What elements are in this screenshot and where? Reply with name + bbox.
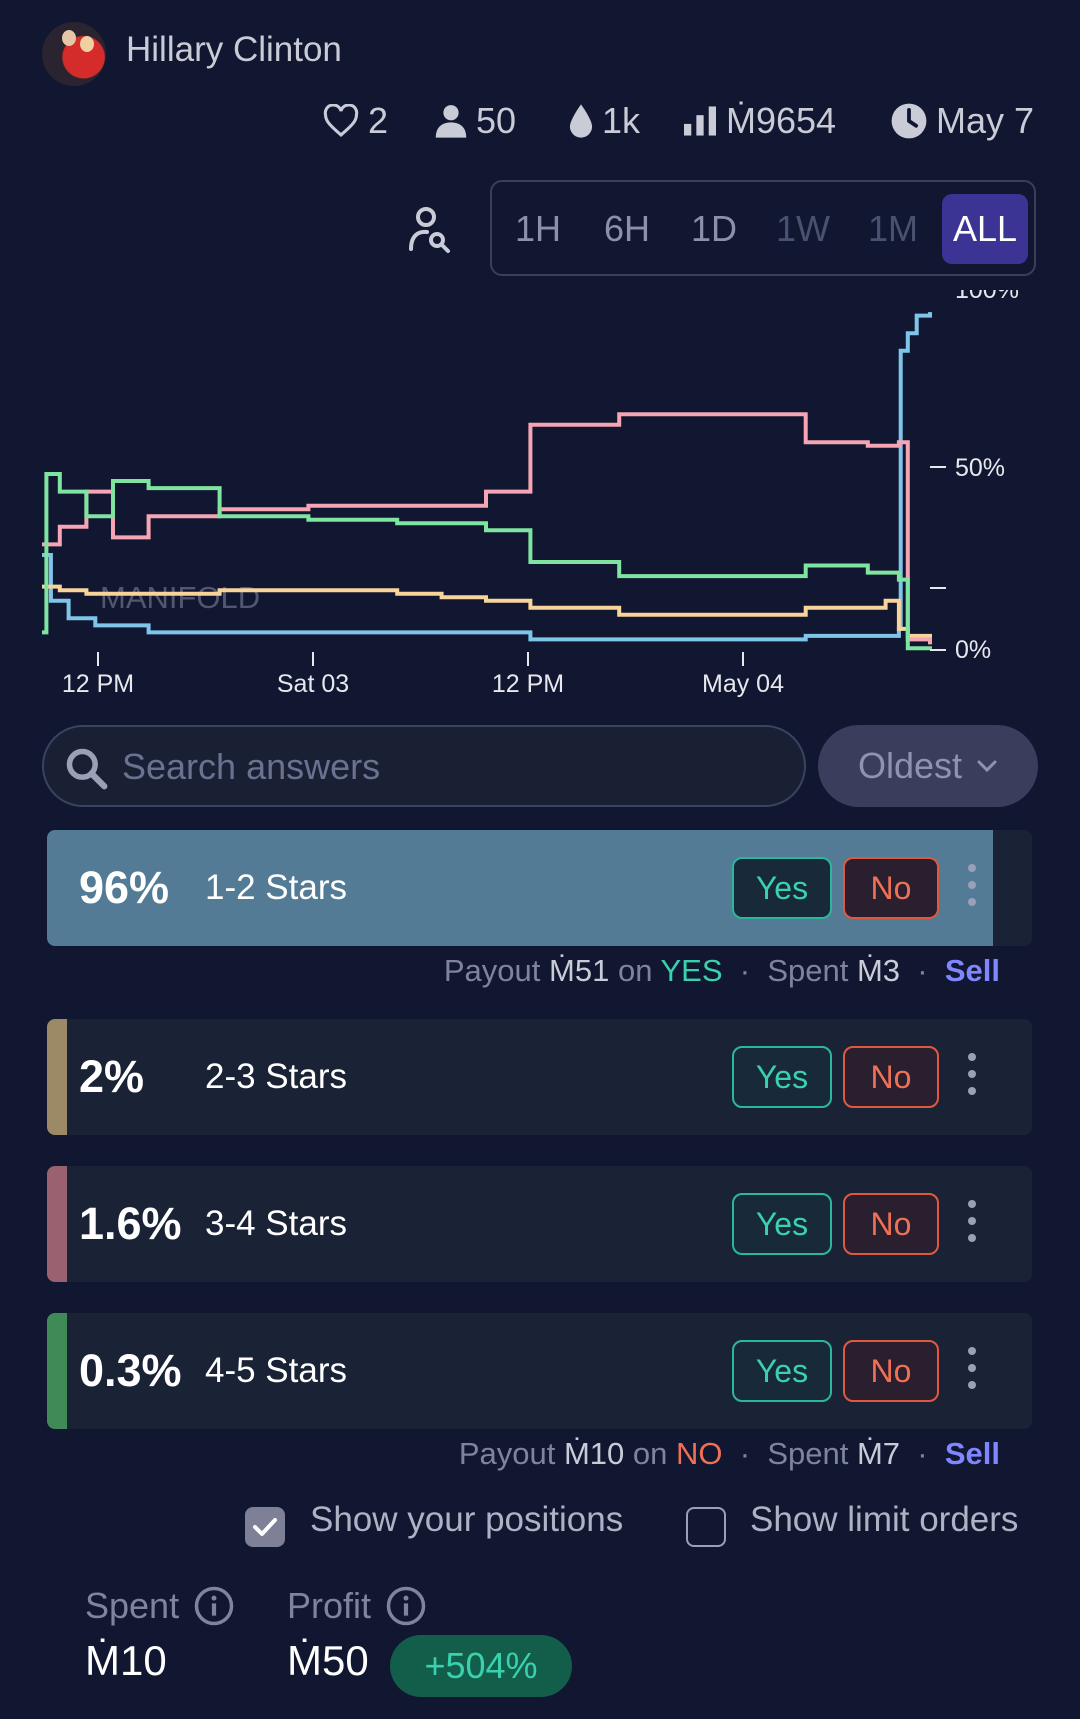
profit-percent-badge: +504% [390, 1635, 572, 1697]
range-6h-button[interactable]: 6H [603, 208, 651, 249]
answer-row-3-4-stars[interactable]: 1.6% 3-4 Stars Yes No [47, 1166, 1032, 1282]
range-all-button[interactable]: ALL [942, 194, 1028, 264]
x-tick-label: 12 PM [62, 670, 134, 698]
series-line-1-2-stars [42, 312, 932, 642]
probability-fill [47, 830, 993, 946]
answer-label: 2-3 Stars [205, 1057, 347, 1096]
answer-probability: 1.6% [79, 1198, 182, 1249]
show-positions-checkbox[interactable] [245, 1507, 285, 1547]
heart-icon [323, 104, 359, 137]
range-1d-button[interactable]: 1D [690, 208, 738, 249]
answer-color-bar [47, 1166, 67, 1282]
answer-label: 3-4 Stars [205, 1204, 347, 1243]
buy-yes-button[interactable]: Yes [732, 1340, 832, 1402]
sell-button[interactable]: Sell [944, 953, 1000, 988]
traders-stat[interactable]: 50 [434, 96, 516, 146]
answer-color-bar [47, 1019, 67, 1135]
answer-row-4-5-stars[interactable]: 0.3% 4-5 Stars Yes No [47, 1313, 1032, 1429]
info-icon[interactable] [193, 1585, 235, 1627]
series-line-4-5-stars [42, 472, 932, 651]
profit-heading: Profit [287, 1585, 427, 1627]
answer-label: 4-5 Stars [205, 1351, 347, 1390]
x-tick-label: 12 PM [492, 670, 564, 698]
buy-no-button[interactable]: No [843, 1340, 939, 1402]
y-tick-label: 50% [955, 454, 1005, 482]
y-axis: 100% 50% 0% [930, 290, 1019, 664]
answer-search-input[interactable] [120, 737, 784, 797]
liquidity-amount: 1k [602, 100, 641, 141]
buy-no-button[interactable]: No [843, 1046, 939, 1108]
answer-row-1-2-stars[interactable]: 96% 1-2 Stars Yes No [47, 830, 1032, 946]
range-1m-button[interactable]: 1M [867, 208, 918, 249]
likes-count: 2 [368, 100, 389, 141]
answer-row-2-3-stars[interactable]: 2% 2-3 Stars Yes No [47, 1019, 1032, 1135]
buy-yes-button[interactable]: Yes [732, 857, 832, 919]
creator-name[interactable]: Hillary Clinton [126, 30, 342, 69]
user-icon [435, 105, 467, 138]
droplet-icon [569, 104, 593, 138]
buy-yes-button[interactable]: Yes [732, 1193, 832, 1255]
bar-chart-icon [684, 106, 716, 136]
range-1h-button[interactable]: 1H [514, 208, 562, 249]
show-limit-orders-checkbox[interactable] [686, 1507, 726, 1547]
more-options-icon[interactable] [965, 1200, 979, 1248]
more-options-icon[interactable] [965, 1053, 979, 1101]
chevron-down-icon [977, 760, 997, 773]
x-tick-label: Sat 03 [277, 670, 349, 698]
probability-chart[interactable]: MANIFOLD 100% 50% 0% 12 PM Sat 03 12 PM … [0, 290, 1080, 710]
more-options-icon[interactable] [965, 1347, 979, 1395]
show-positions-label[interactable]: Show your positions [310, 1500, 624, 1539]
answer-color-bar [47, 1313, 67, 1429]
user-search-icon[interactable] [405, 205, 455, 255]
x-axis: 12 PM Sat 03 12 PM May 04 [62, 652, 784, 698]
buy-yes-button[interactable]: Yes [732, 1046, 832, 1108]
volume-amount: Ṁ9654 [726, 100, 837, 141]
sell-button[interactable]: Sell [944, 1436, 1000, 1471]
close-date: May 7 [936, 100, 1035, 141]
y-tick-label: 0% [955, 636, 991, 664]
info-icon[interactable] [385, 1585, 427, 1627]
creator-avatar[interactable] [42, 22, 106, 86]
sort-dropdown[interactable]: Oldest [818, 725, 1038, 807]
more-options-icon[interactable] [965, 864, 979, 912]
y-tick-label: 100% [955, 290, 1019, 304]
sort-label: Oldest [857, 745, 963, 786]
answer-label: 1-2 Stars [205, 868, 347, 907]
likes-stat[interactable]: 2 [322, 96, 388, 146]
clock-icon [891, 103, 927, 139]
volume-stat[interactable]: Ṁ9654 [682, 96, 836, 146]
answer-probability: 2% [79, 1051, 145, 1102]
spent-heading: Spent [85, 1585, 235, 1627]
series-layer [42, 312, 932, 651]
spent-value: Ṁ10 [85, 1637, 167, 1684]
close-date-stat[interactable]: May 7 [890, 96, 1034, 146]
answer-probability: 0.3% [79, 1345, 182, 1396]
show-limit-orders-label[interactable]: Show limit orders [750, 1500, 1019, 1539]
liquidity-stat[interactable]: 1k [568, 96, 640, 146]
position-summary-4-5-stars: Payout Ṁ10 on NO · Spent Ṁ7 · Sell [458, 1436, 1000, 1471]
buy-no-button[interactable]: No [843, 857, 939, 919]
range-1w-button[interactable]: 1W [776, 208, 830, 249]
chart-watermark: MANIFOLD [100, 580, 260, 615]
position-summary-1-2-stars: Payout Ṁ51 on YES · Spent Ṁ3 · Sell [443, 953, 1000, 988]
traders-count: 50 [476, 100, 517, 141]
time-range-selector: 1H 6H 1D 1W 1M ALL [490, 180, 1036, 276]
answer-search-box [42, 725, 806, 807]
profit-value: Ṁ50 [287, 1637, 369, 1684]
checkmark-icon [253, 1518, 277, 1536]
series-line-2-3-stars [42, 584, 932, 643]
buy-no-button[interactable]: No [843, 1193, 939, 1255]
search-icon [66, 748, 108, 790]
answer-probability: 96% [79, 862, 170, 913]
x-tick-label: May 04 [702, 670, 784, 698]
